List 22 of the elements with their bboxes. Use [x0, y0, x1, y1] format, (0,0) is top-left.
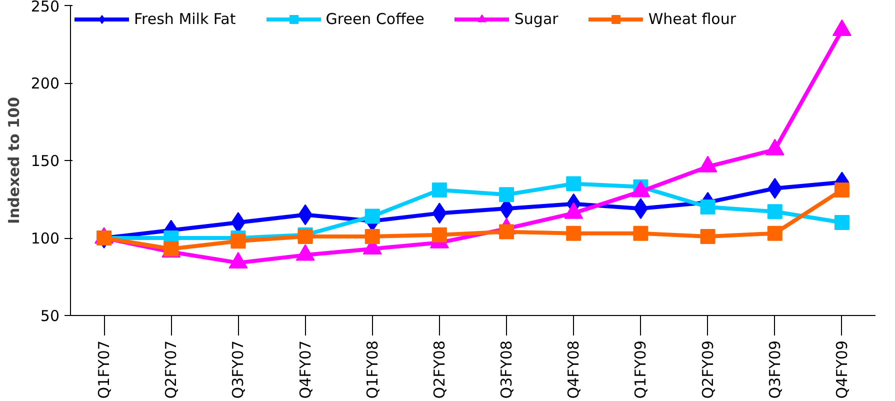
y-tick-label: 100 — [30, 230, 60, 248]
x-tick-label: Q3FY08 — [498, 340, 516, 399]
y-tick-label: 50 — [40, 307, 60, 325]
legend-label: Green Coffee — [326, 10, 424, 28]
x-tick-label: Q1FY08 — [363, 340, 382, 399]
x-tick-label: Q1FY09 — [632, 340, 650, 399]
legend-label: Wheat flour — [648, 10, 736, 28]
legend-label: Fresh Milk Fat — [134, 10, 236, 28]
x-tick-label: Q2FY09 — [698, 340, 717, 399]
y-axis-title: Indexed to 100 — [4, 96, 23, 224]
x-tick-label: Q2FY08 — [430, 340, 448, 399]
legend-label: Sugar — [514, 10, 558, 28]
x-tick-label: Q2FY07 — [162, 340, 180, 399]
x-tick-label: Q4FY08 — [564, 340, 583, 399]
y-tick-label: 250 — [30, 0, 60, 16]
x-tick-label: Q4FY07 — [296, 340, 314, 399]
y-tick-label: 200 — [30, 74, 60, 92]
x-tick-label: Q4FY09 — [832, 340, 851, 399]
y-tick-label: 150 — [30, 152, 60, 170]
x-tick-label: Q1FY07 — [95, 340, 114, 399]
x-tick-label: Q3FY09 — [766, 340, 784, 399]
x-tick-label: Q3FY07 — [229, 340, 248, 399]
